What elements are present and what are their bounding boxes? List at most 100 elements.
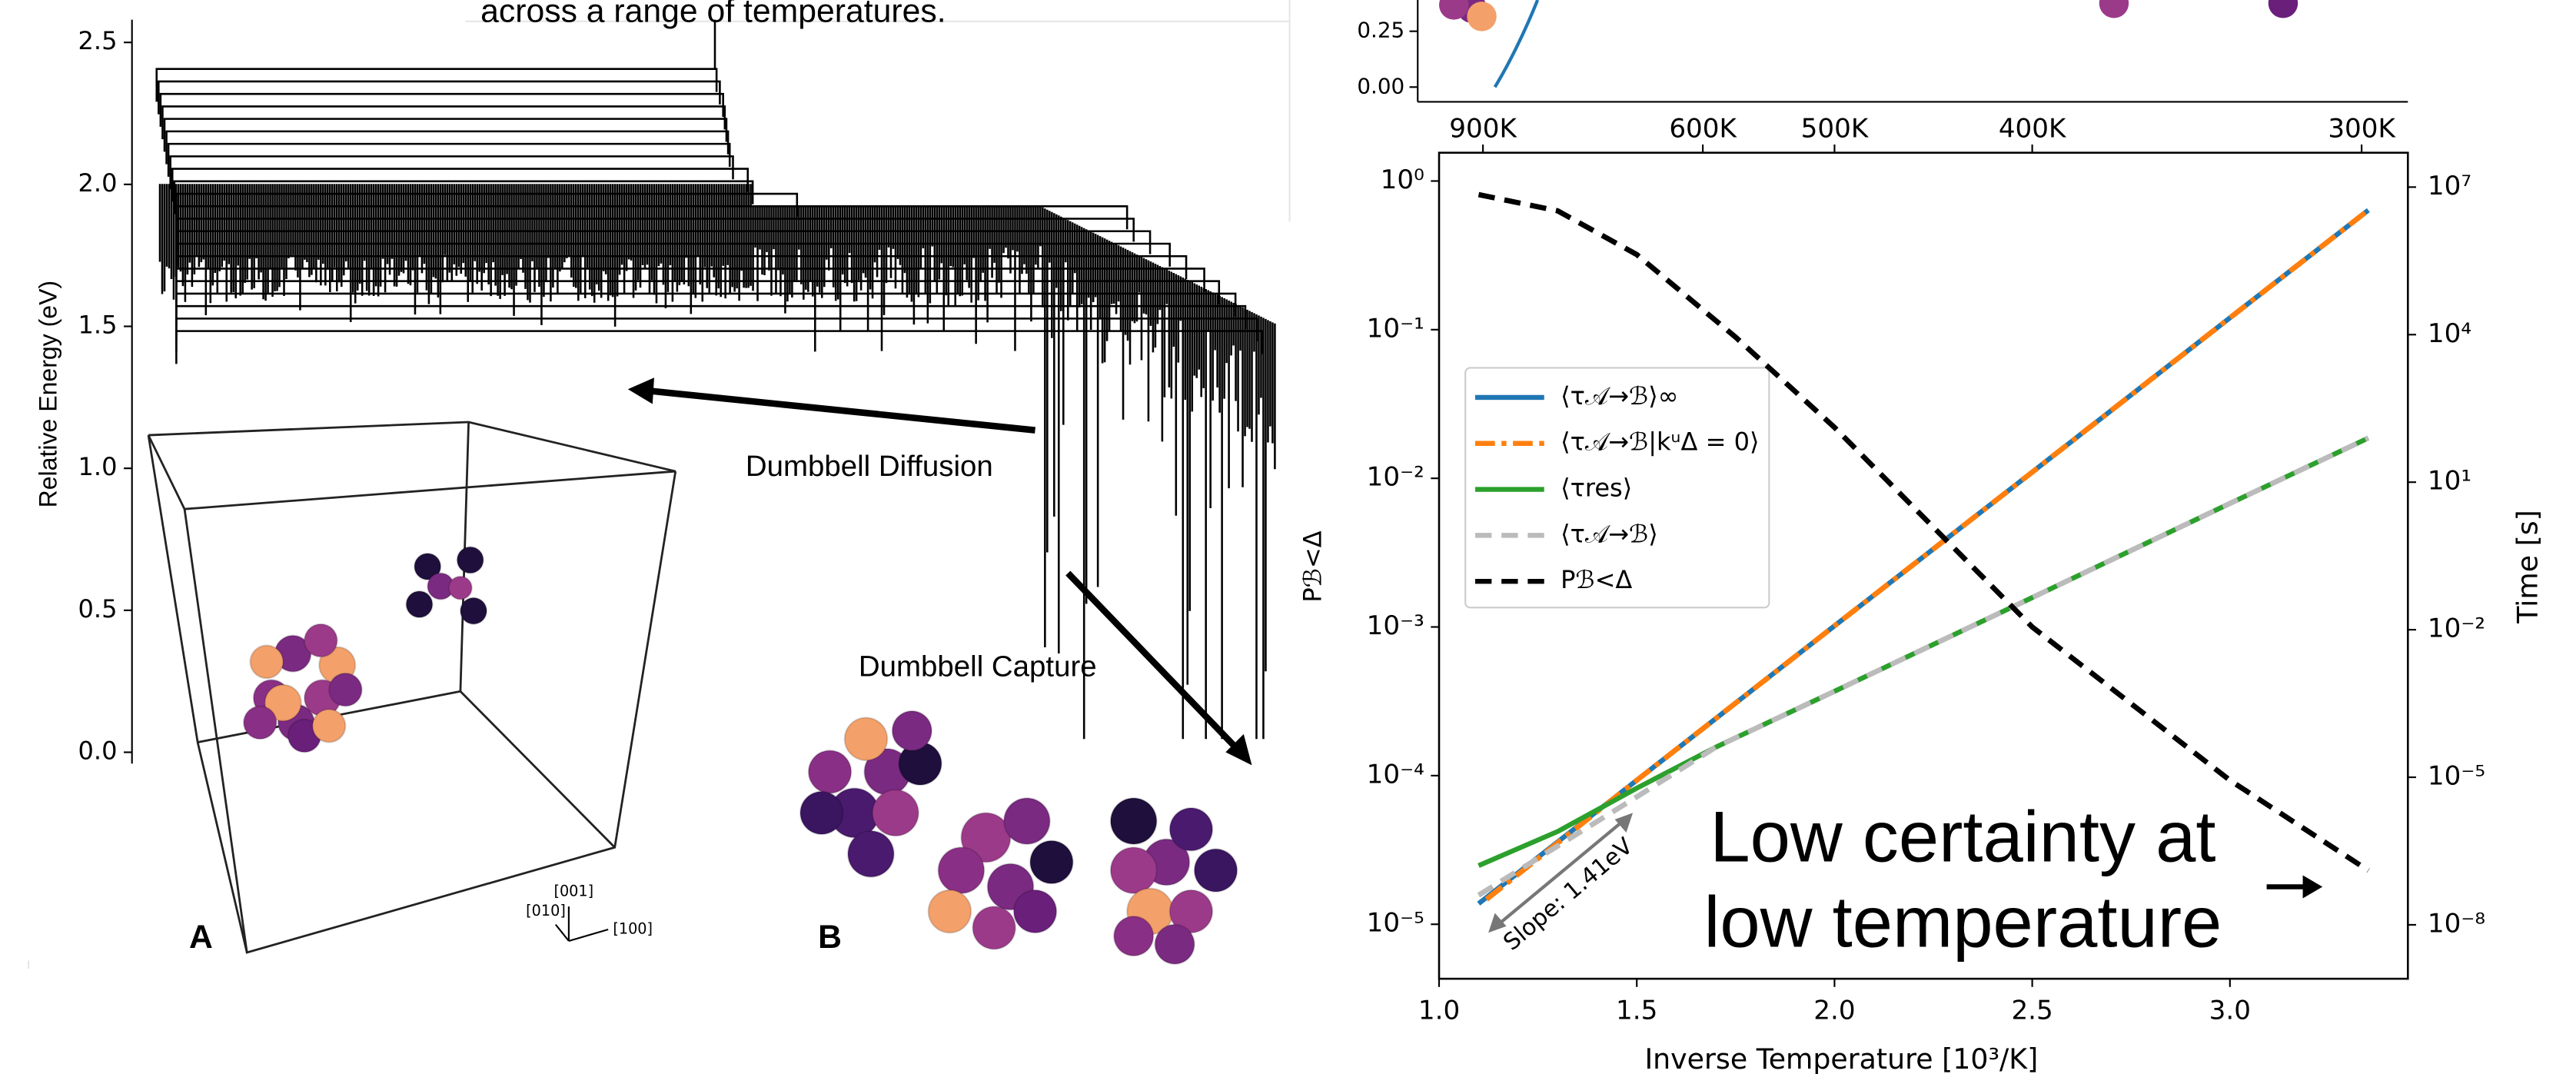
y2-axis-label: Time [s] [2511,510,2544,624]
curve [1493,0,1540,88]
atom [1193,848,1238,893]
atom [846,830,895,878]
arrow [1065,570,1240,752]
atom [405,590,434,619]
atom [456,546,484,574]
atom [1029,840,1074,885]
caption-fragment: across a range of temperatures. [480,0,946,29]
axis-direction: [100] [613,920,653,938]
y-tick-label: 0.25 [1357,18,1404,43]
atom [937,846,986,895]
tree-branch [158,80,721,115]
x2-tick-label: 600K [1669,113,1737,144]
atom [1168,889,1214,934]
atom [1109,797,1158,846]
atom [2268,0,2298,18]
tree-branch [167,142,731,177]
x2-tick-label: 500K [1801,113,1870,144]
tree-branch [175,318,1258,352]
y-tick-label: 10⁰ [1381,165,1424,195]
atom [447,575,473,600]
atom [327,672,363,707]
legend-label: ⟨τ𝒜→ℬ⟩ [1561,519,1658,548]
x-tick-label: 3.0 [2209,995,2251,1026]
arrow [649,387,1035,434]
y-tick-label: 0.00 [1357,73,1404,98]
tree-branch [163,118,728,152]
y-tick-label: 10⁻⁴ [1367,759,1424,790]
atom [807,750,853,794]
tree-branch [165,130,730,165]
arrowhead [1614,813,1634,833]
tree-branch [175,330,1263,364]
slope-annotation: Slope: 1.41eV [1498,833,1638,956]
box-edge [147,434,248,953]
y-tick-label: 2.5 [78,26,118,55]
x2-tick-label: 900K [1449,113,1517,144]
legend-label: ⟨τ𝒜→ℬ|kᵘΔ = 0⟩ [1561,427,1759,457]
legend-label: Pℬ<Δ [1561,565,1632,594]
atom [1467,2,1497,32]
x-tick-label: 1.0 [1418,995,1460,1026]
box-frame [147,421,677,954]
arrowhead [1488,913,1507,933]
atom [311,708,347,743]
atom [264,683,302,722]
panel-label: A [189,919,213,956]
tree-branch [161,105,726,140]
tree [155,19,1276,740]
y-tick-label: 1.5 [78,311,118,340]
box-edge [147,421,676,510]
y2-tick-label: 10⁻⁵ [2428,761,2485,792]
atom [1002,797,1051,846]
slope-arrow [1497,820,1624,926]
atom [1109,846,1158,895]
annotation: Dumbbell Diffusion [746,450,993,483]
atom [1113,915,1155,957]
arrowhead [627,377,654,404]
y2-tick-label: 10⁻² [2428,613,2485,644]
atom [249,644,284,680]
x2-tick-label: 300K [2328,113,2396,144]
atom [1154,923,1195,965]
axis-triad [554,906,609,943]
atom [872,789,919,837]
axis-direction: [010] [526,902,566,919]
atom [459,597,488,625]
series-line [1477,435,2370,898]
annotation: Low certainty at [1710,796,2215,877]
atom [927,889,972,934]
y-tick-label: 0.5 [78,594,118,623]
y-tick-label: 10⁻² [1367,462,1424,493]
y-axis-label: Pℬ<Δ [1298,530,1328,602]
atom [242,705,278,740]
tree-branch [159,92,724,127]
y-tick-label: 10⁻¹ [1367,313,1424,344]
y-tick-label: 10⁻³ [1367,610,1424,641]
x-tick-label: 1.5 [1616,995,1657,1026]
y2-tick-label: 10¹ [2428,466,2471,497]
annotation: Dumbbell Capture [859,650,1097,683]
arrowhead [1225,733,1252,766]
legend-box [1464,367,1770,609]
x-tick-label: 2.0 [1813,995,1855,1026]
atom [414,552,442,581]
atom [2099,0,2129,18]
box-edge [183,470,677,954]
atom [1012,889,1058,934]
y-tick-label: 2.0 [78,168,118,198]
plot-frame [1438,151,2409,980]
atom [1439,0,1469,20]
annotation: low temperature [1704,882,2222,963]
x2-tick-label: 400K [1999,113,2067,144]
tree-branch [155,68,718,102]
arrowhead [2302,875,2323,899]
x-axis-label: Inverse Temperature [10³/K] [1644,1042,2038,1074]
legend-label: ⟨τres⟩ [1561,474,1632,503]
y2-tick-label: 10⁴ [2428,318,2471,349]
y2-tick-label: 10⁻⁸ [2428,908,2485,939]
y-tick-label: 10⁻⁵ [1367,908,1424,939]
atom [303,623,338,658]
atom [960,812,1012,863]
